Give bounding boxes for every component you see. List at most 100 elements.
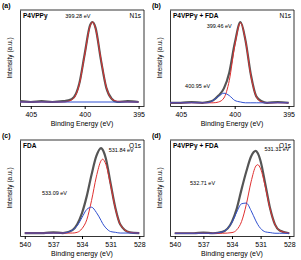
panel-title: P4VPPy + FDA: [173, 142, 219, 150]
panel-label: (c): [2, 132, 11, 140]
y-axis-title: Intensity (a.u.): [6, 167, 14, 208]
x-tick: 405: [175, 106, 187, 118]
frame: [170, 10, 294, 11]
x-tick-mark: [175, 236, 176, 239]
y-axis: [170, 141, 171, 237]
x-tick: 395: [283, 106, 295, 118]
x-tick: 531: [255, 236, 267, 248]
x-tick-label: 537: [198, 241, 210, 248]
x-tick: 528: [134, 236, 146, 248]
frame: [170, 140, 294, 141]
figure: 405400395(a)P4VPPyN1sBinding Energy (eV)…: [0, 0, 301, 260]
x-tick-mark: [82, 236, 83, 239]
x-tick-mark: [203, 236, 204, 239]
spectrum-line: [20, 22, 139, 102]
frame: [294, 140, 295, 236]
plot-area: [25, 148, 139, 233]
x-axis: 405 400 395: [171, 106, 296, 118]
x-tick: 537: [198, 236, 210, 248]
panel-label: (d): [152, 132, 161, 140]
x-tick-mark: [232, 236, 233, 239]
x-axis-title: Binding energy (eV): [51, 250, 113, 258]
x-tick-mark: [85, 106, 86, 109]
spectrum-line: [20, 22, 139, 102]
x-tick-label: 540: [19, 241, 31, 248]
y-axis-title: Intensity (a.u.): [156, 37, 164, 78]
x-tick: 534: [77, 236, 89, 248]
panel: 540537534531528(c)FDAO1sBinding energy (…: [2, 132, 146, 258]
peak-annotation: 532.71 eV: [190, 180, 215, 186]
x-tick: 400: [79, 106, 91, 118]
x-tick: 534: [227, 236, 239, 248]
panel: 405400395(b)P4VPPy + FDAN1sBinding Energ…: [152, 2, 295, 128]
y-axis-line: [20, 141, 21, 237]
x-tick-label: 534: [77, 241, 89, 248]
peak-annotation: 399.28 eV: [65, 13, 90, 19]
x-axis-title: Binding Energy (eV): [51, 120, 114, 128]
plot-area: [175, 151, 289, 233]
spectrum-line: [25, 148, 139, 233]
x-tick-mark: [289, 236, 290, 239]
x-tick: 540: [169, 236, 181, 248]
panel-label: (b): [152, 2, 161, 10]
x-tick: 540: [19, 236, 31, 248]
x-tick-label: 528: [134, 241, 146, 248]
x-tick-label: 531: [105, 241, 117, 248]
frame: [144, 140, 145, 236]
x-tick-mark: [31, 106, 32, 109]
peak-annotation: 399.46 eV: [207, 23, 232, 29]
panel-label: (a): [2, 2, 11, 10]
frame: [20, 10, 144, 11]
x-tick-label: 400: [79, 111, 91, 118]
x-axis-title: Binding energy (eV): [201, 250, 263, 258]
x-tick-label: 395: [283, 111, 295, 118]
frame: [20, 140, 144, 141]
x-axis-line: [21, 106, 145, 107]
spectrum-line: [175, 203, 289, 233]
x-tick-mark: [139, 236, 140, 239]
y-axis: [20, 11, 21, 107]
spectrum-line: [170, 22, 289, 103]
spectrum-line: [170, 93, 289, 103]
x-tick-mark: [289, 106, 290, 109]
x-axis: 540 537 534 531 528: [19, 236, 145, 248]
core-level: N1s: [279, 12, 291, 19]
x-tick: 395: [133, 106, 145, 118]
spectrum-line: [175, 165, 289, 234]
x-tick: 531: [105, 236, 117, 248]
y-axis-line: [170, 141, 171, 237]
x-tick-mark: [25, 236, 26, 239]
y-axis-title: Intensity (a.u.): [156, 167, 164, 208]
x-tick-mark: [53, 236, 54, 239]
x-tick: 405: [25, 106, 37, 118]
x-tick-label: 528: [284, 241, 296, 248]
x-axis: 405 400 395: [21, 106, 146, 118]
y-axis-line: [20, 11, 21, 107]
x-tick-label: 531: [255, 241, 267, 248]
x-tick-mark: [139, 106, 140, 109]
x-tick: 537: [48, 236, 60, 248]
panel: 540537534531528(d)P4VPPy + FDAO1sBinding…: [152, 132, 296, 258]
peak-annotation: 400.95 eV: [185, 83, 210, 89]
x-tick: 528: [284, 236, 296, 248]
x-tick-label: 400: [229, 111, 241, 118]
x-tick-label: 534: [227, 241, 239, 248]
core-level: N1s: [129, 12, 141, 19]
x-tick-label: 405: [175, 111, 187, 118]
spectrum-line: [25, 159, 139, 233]
spectrum-line: [20, 102, 139, 103]
frame: [294, 10, 295, 106]
plot-area: [170, 22, 289, 103]
y-axis: [20, 141, 21, 237]
frame: [144, 10, 145, 106]
y-axis: [170, 11, 171, 107]
x-tick: 400: [229, 106, 241, 118]
peak-annotation: 533.09 eV: [42, 190, 67, 196]
x-axis-line: [171, 106, 295, 107]
panel-title: P4VPPy + FDA: [173, 12, 219, 20]
x-tick-label: 405: [25, 111, 37, 118]
peak-annotation: 531.84 eV: [109, 147, 134, 153]
x-tick-mark: [261, 236, 262, 239]
panel: 405400395(a)P4VPPyN1sBinding Energy (eV)…: [2, 2, 145, 128]
x-tick-mark: [235, 106, 236, 109]
